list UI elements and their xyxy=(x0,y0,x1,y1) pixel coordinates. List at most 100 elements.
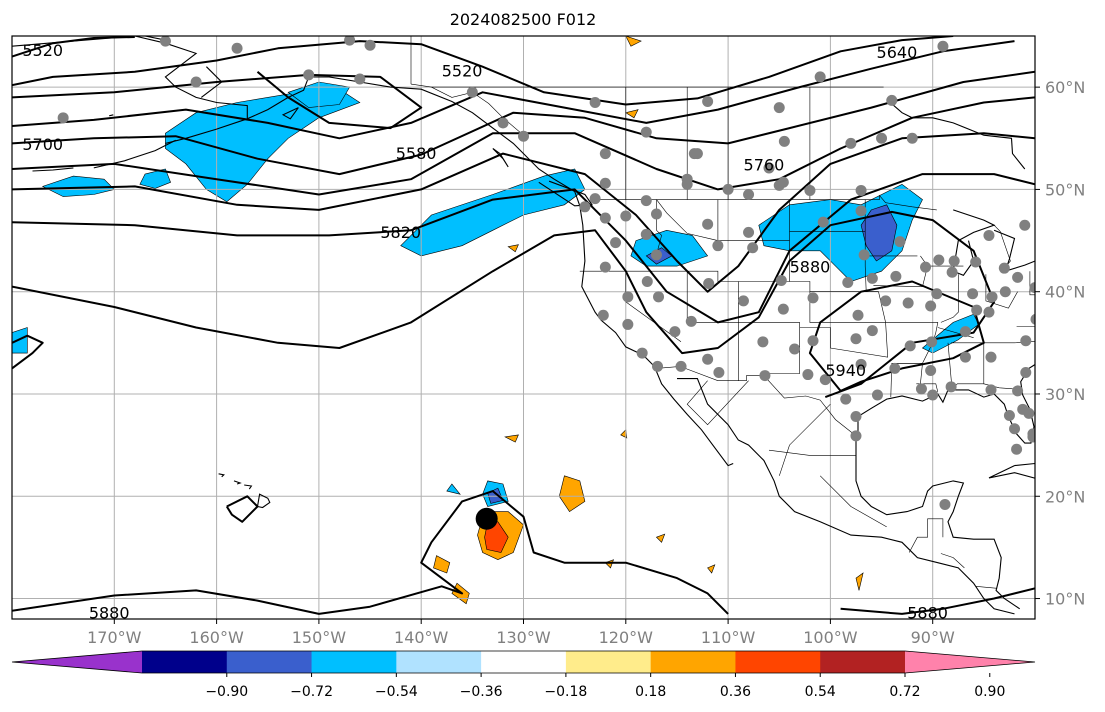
contour-labels: 5520 5520 5640 5700 5580 5760 5820 5880 5940 5880… xyxy=(22,41,948,619)
station-dot xyxy=(681,173,693,185)
station-dot xyxy=(344,36,356,46)
colorbar-tick-label: −0.54 xyxy=(375,684,418,700)
station-dot xyxy=(777,303,789,315)
station-dot xyxy=(589,96,601,108)
station-dot xyxy=(712,240,724,252)
station-dot xyxy=(773,102,785,114)
coastline xyxy=(677,378,1015,615)
station-dot xyxy=(946,266,958,278)
border-line xyxy=(686,271,800,323)
storm-center-marker xyxy=(475,507,498,530)
station-dot xyxy=(904,340,916,352)
station-dot xyxy=(998,262,1010,274)
station-dot xyxy=(931,288,943,300)
station-dot xyxy=(743,226,755,238)
coastline xyxy=(32,167,74,172)
station-dot xyxy=(850,430,862,442)
colorbar-swatch xyxy=(650,651,736,673)
station-dot xyxy=(599,148,611,160)
height-contour xyxy=(840,587,1035,615)
station-dot xyxy=(850,410,862,422)
vorticity-region xyxy=(558,475,586,513)
border-line xyxy=(940,553,965,569)
station-dot xyxy=(855,205,867,217)
station-dot xyxy=(985,351,997,363)
station-dot xyxy=(1069,254,1080,265)
contour-label: 5520 xyxy=(22,41,63,60)
colorbar-swatch xyxy=(820,651,906,673)
border-line xyxy=(762,322,801,374)
height-contour xyxy=(12,96,1035,196)
height-contour xyxy=(12,71,423,130)
station-dot xyxy=(599,212,611,224)
station-dot xyxy=(159,36,171,47)
height-contour xyxy=(12,70,1035,176)
station-markers xyxy=(57,36,1102,510)
station-dot xyxy=(789,343,801,355)
colorbar-tick-label: 0.54 xyxy=(805,684,836,700)
vorticity-region xyxy=(507,244,519,253)
height-contour xyxy=(225,495,259,523)
coastline xyxy=(233,480,242,485)
latitude-ticks: 10°N 20°N 30°N 40°N 50°N 60°N xyxy=(1035,78,1085,609)
station-dot xyxy=(1020,335,1032,347)
contour-label: 5640 xyxy=(877,43,918,62)
border-line xyxy=(985,274,1018,309)
station-dot xyxy=(589,193,601,205)
station-dot xyxy=(675,360,687,372)
station-dot xyxy=(1019,219,1031,231)
longitude-ticks: 170°W 160°W 150°W 140°W 130°W 120°W 110°W 100°W… xyxy=(87,619,955,647)
station-dot xyxy=(983,306,995,318)
station-dot xyxy=(190,76,202,88)
station-dot xyxy=(640,126,652,138)
map-grid xyxy=(12,36,1035,619)
station-dot xyxy=(685,315,697,327)
coastline xyxy=(109,114,114,117)
border-line xyxy=(940,274,959,323)
vorticity-region xyxy=(484,521,509,553)
coastline xyxy=(886,98,1026,170)
border-line xyxy=(1029,271,1035,296)
station-dot xyxy=(807,292,819,304)
map-title: 2024082500 F012 xyxy=(449,10,597,29)
x-tick-label: 110°W xyxy=(701,628,756,647)
station-dot xyxy=(959,351,971,363)
colorbar-tick-label: −0.72 xyxy=(290,684,333,700)
station-dot xyxy=(814,71,826,83)
station-dot xyxy=(713,367,725,379)
x-tick-label: 140°W xyxy=(394,628,449,647)
height-contour xyxy=(12,40,1015,140)
station-dot xyxy=(858,249,870,261)
coastline xyxy=(281,107,299,120)
colorbar-tick-label: 0.90 xyxy=(974,684,1005,700)
vorticity-region xyxy=(139,168,171,189)
station-dot xyxy=(986,291,998,303)
station-dot xyxy=(759,370,771,382)
vorticity-region xyxy=(625,109,639,119)
storm-center-dot xyxy=(475,507,498,530)
station-dot xyxy=(1091,279,1102,290)
station-dot xyxy=(650,249,662,261)
station-dot xyxy=(840,393,852,405)
contour-label: 5760 xyxy=(744,155,785,174)
station-dot xyxy=(597,309,609,321)
vorticity-region xyxy=(400,168,586,257)
station-dot xyxy=(925,300,937,312)
vorticity-region xyxy=(446,483,461,495)
station-dot xyxy=(650,208,662,220)
station-dot xyxy=(737,295,749,307)
coastline xyxy=(218,473,225,478)
station-dot xyxy=(866,272,878,284)
station-dot xyxy=(364,39,376,51)
station-dot xyxy=(303,69,315,81)
x-tick-label: 170°W xyxy=(87,628,142,647)
station-dot xyxy=(971,304,983,316)
station-dot xyxy=(669,326,681,338)
station-dot xyxy=(855,184,867,196)
coastline xyxy=(988,462,1035,479)
station-dot xyxy=(640,228,652,240)
colorbar-extend-low xyxy=(12,651,142,673)
station-dot xyxy=(579,201,591,213)
station-dot xyxy=(819,374,831,386)
height-contour xyxy=(12,36,954,106)
